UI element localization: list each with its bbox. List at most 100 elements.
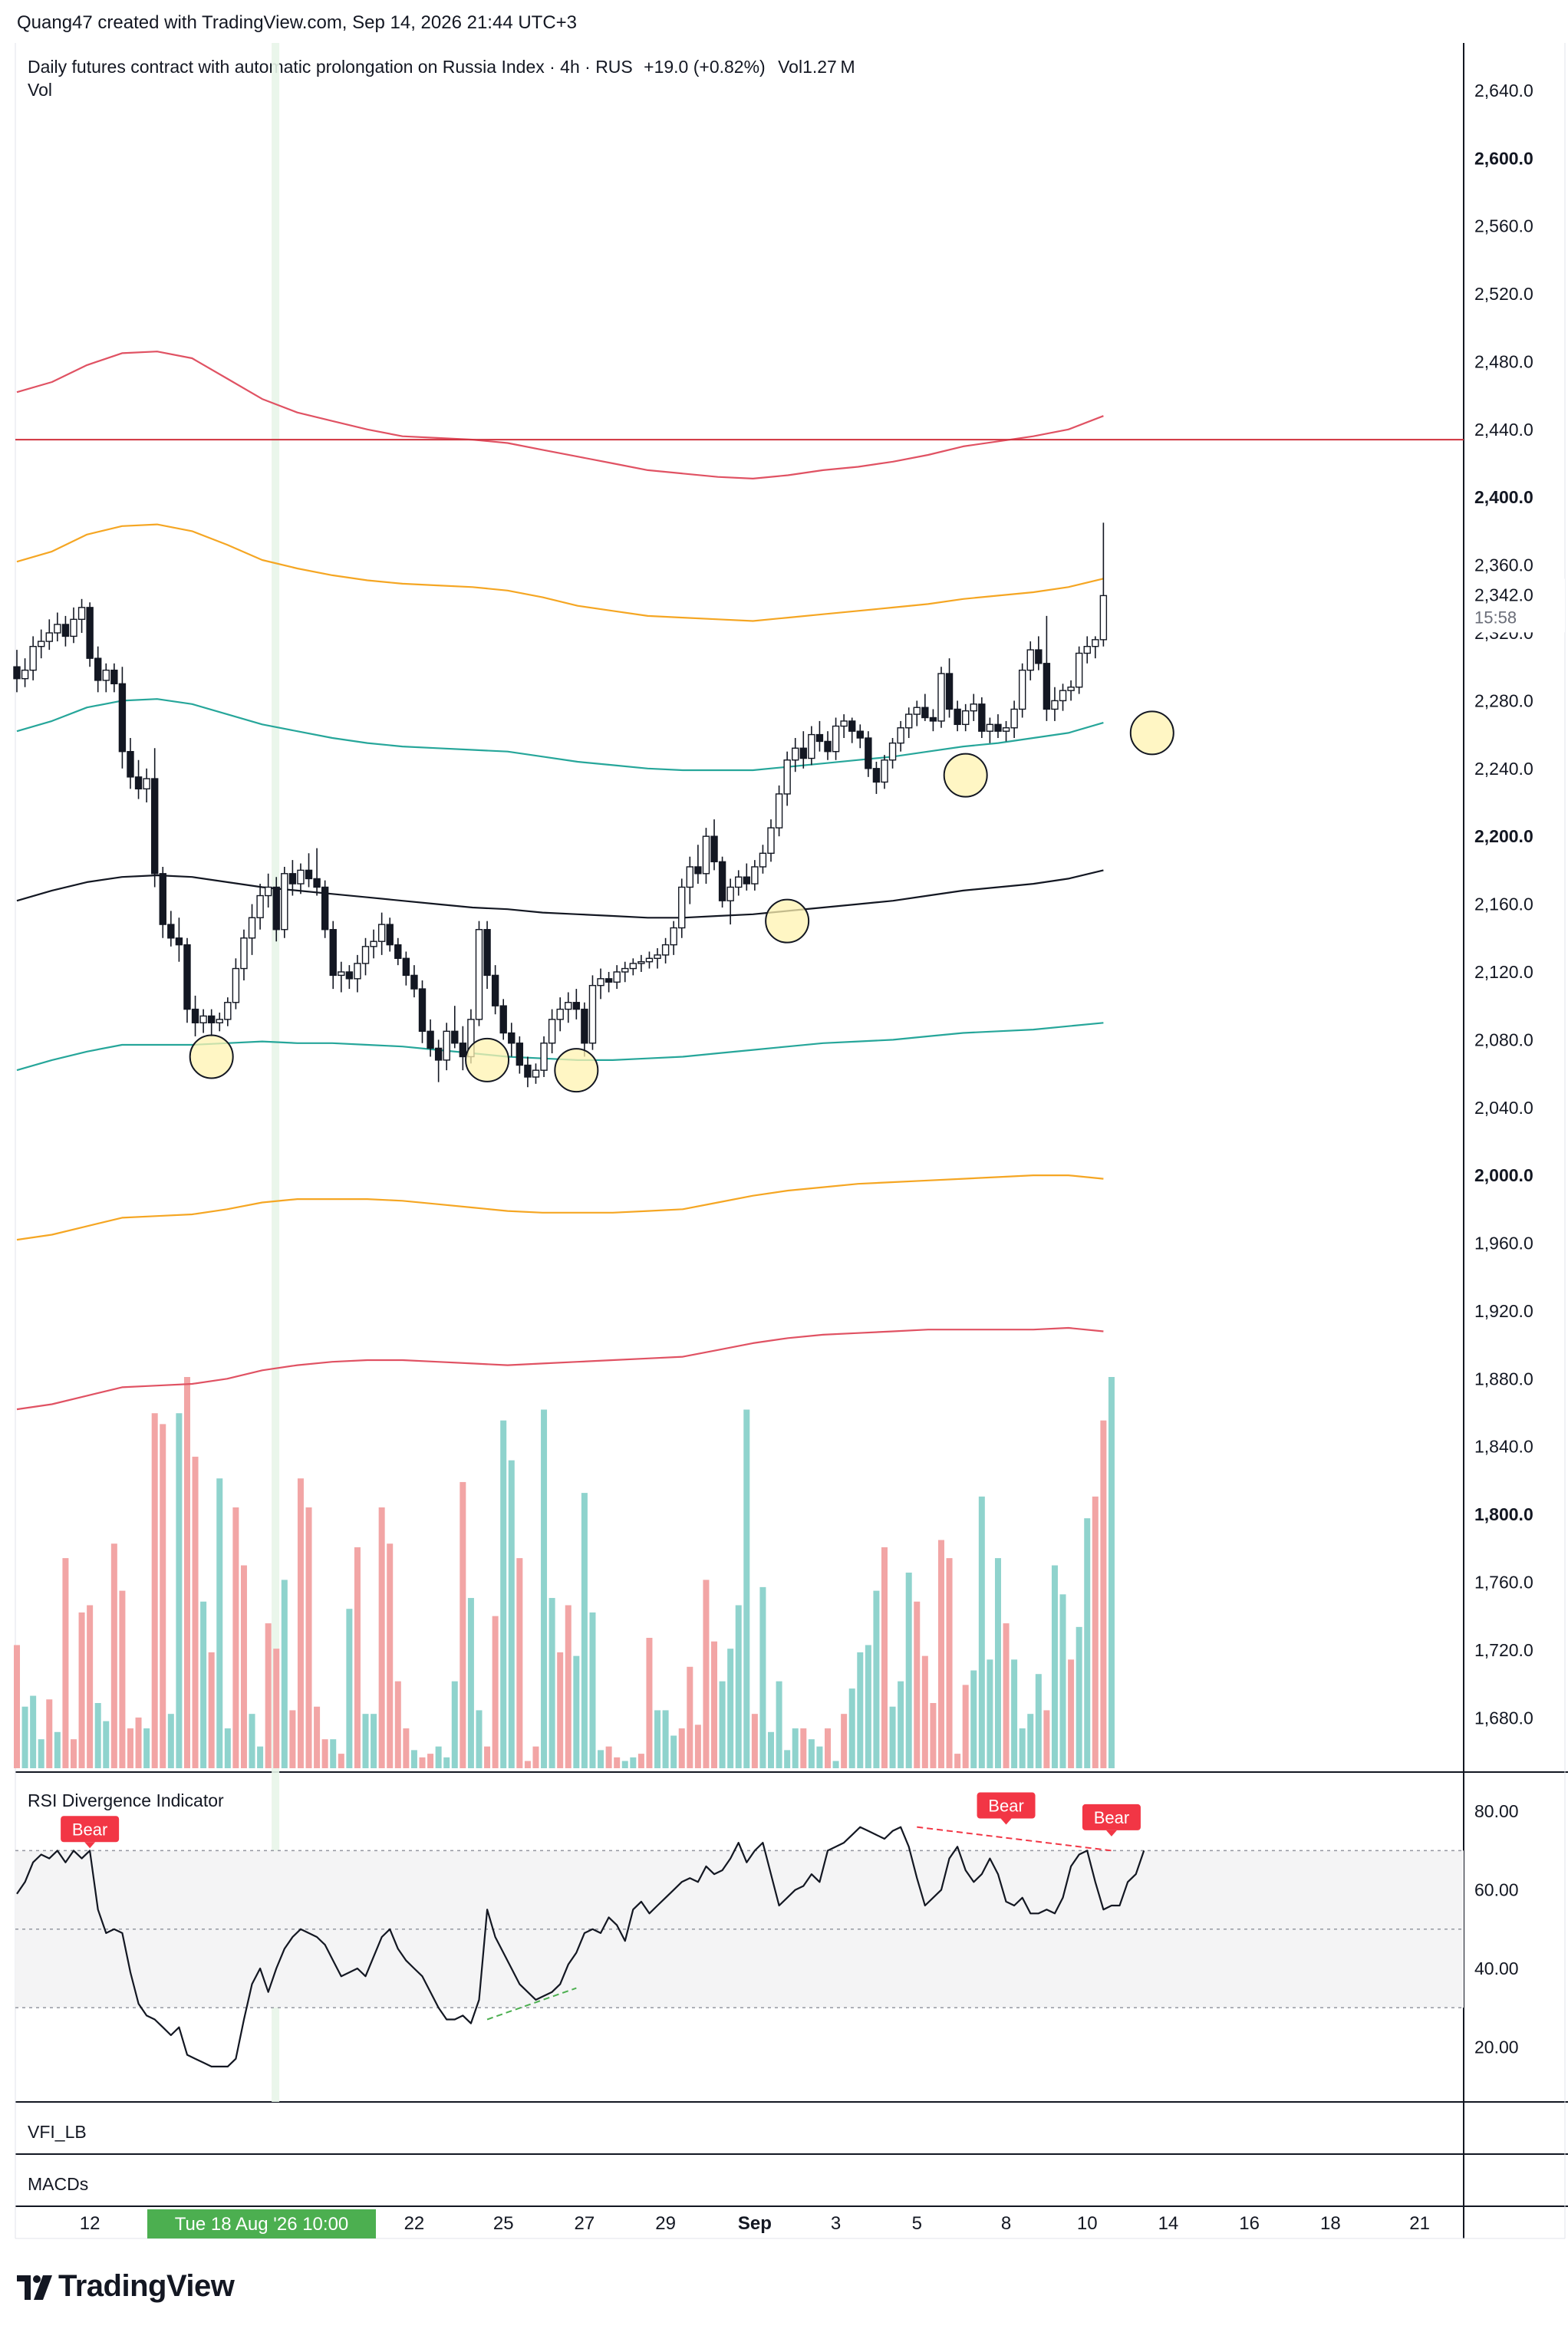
volume-bar (914, 1601, 921, 1768)
rsi-axis: 80.00 60.00 40.00 20.00 (1474, 1801, 1519, 2057)
volume-bars (14, 1377, 1115, 1768)
candle-body-up (281, 873, 288, 931)
candle-body-up (297, 869, 305, 884)
candle (264, 873, 272, 908)
volume-bar (573, 1655, 580, 1768)
highlight-circle (1129, 710, 1174, 756)
candle (127, 738, 134, 789)
tradingview-logo-icon[interactable] (15, 2269, 55, 2304)
candle (945, 658, 954, 718)
candle (783, 751, 791, 806)
volume-bar (727, 1649, 734, 1768)
volume-bar (605, 1746, 612, 1768)
rsi-pane-title[interactable]: RSI Divergence Indicator (28, 1790, 224, 1810)
candle (888, 738, 897, 769)
volume-bar (994, 1558, 1001, 1768)
candle (848, 717, 856, 743)
volume-bar (467, 1598, 474, 1768)
candle (459, 1026, 467, 1071)
candle (54, 612, 61, 642)
symbol-legend[interactable]: Daily futures contract with automatic pr… (28, 54, 855, 80)
volume-bar (435, 1746, 442, 1768)
candle-body-down (945, 673, 954, 710)
candle (840, 714, 848, 739)
candle (621, 961, 629, 983)
bear-label-bg (1082, 1804, 1141, 1830)
candle-body-up (1075, 652, 1083, 688)
candle-body-down (134, 776, 143, 790)
candle (240, 929, 248, 981)
candle-body-down (402, 957, 410, 977)
volume-bar (598, 1750, 604, 1768)
volume-bar (394, 1681, 401, 1768)
time-tick-label: 14 (1158, 2213, 1179, 2234)
candle (824, 731, 832, 760)
candle (288, 860, 297, 896)
candle (338, 961, 345, 993)
volume-bar (703, 1580, 710, 1768)
candle (937, 667, 945, 728)
volume-bar (160, 1424, 166, 1768)
candle (702, 828, 710, 884)
volume-bar (954, 1754, 961, 1768)
volume-bar (378, 1507, 385, 1768)
candle (913, 700, 921, 726)
price-tick-label: 1,920.0 (1474, 1301, 1533, 1321)
candle (954, 700, 961, 732)
volume-bar (832, 1761, 839, 1768)
volume-legend[interactable]: Vol (28, 80, 52, 100)
volume-bar (321, 1739, 328, 1768)
candle (670, 921, 677, 955)
candle-body-down (718, 861, 726, 901)
volume-bar (78, 1612, 85, 1768)
candle-body-up (726, 886, 734, 901)
candle-body-up (1026, 649, 1034, 671)
price-tick-label: 1,880.0 (1474, 1369, 1533, 1389)
price-tick-label: 1,760.0 (1474, 1573, 1533, 1593)
center-line (16, 869, 1104, 919)
candle-body-down (921, 707, 929, 719)
candle (986, 717, 994, 743)
bear-label-bg (977, 1792, 1036, 1819)
candle-body-down (410, 974, 418, 990)
candle-body-up (240, 937, 248, 970)
candle (604, 971, 613, 993)
candle-body-up (702, 835, 710, 875)
candle-body-down (483, 929, 491, 977)
candle (726, 878, 734, 925)
symbol-title[interactable]: Daily futures contract with automatic pr… (28, 57, 633, 77)
candle-body-up (792, 747, 799, 761)
volume-bar (208, 1652, 215, 1768)
candle-body-down (994, 723, 1002, 732)
candle (143, 768, 150, 802)
volume-bar (719, 1681, 726, 1768)
volume-bar (687, 1666, 693, 1768)
volume-bar (200, 1601, 207, 1768)
volume-bar (654, 1710, 661, 1768)
candle (597, 968, 604, 1000)
brand-name[interactable]: TradingView (58, 2269, 235, 2303)
candle (1051, 687, 1059, 721)
candle (224, 997, 232, 1026)
candle-body-up (759, 852, 767, 868)
candle-body-down (118, 683, 127, 753)
candle (970, 693, 977, 721)
volume-bar (103, 1721, 110, 1768)
candle-body-down (86, 607, 94, 659)
price-tick-label: 2,640.0 (1474, 81, 1533, 100)
macd-pane-title[interactable]: MACDs (28, 2174, 89, 2194)
vfi-pane-title[interactable]: VFI_LB (28, 2122, 87, 2142)
volume-bar (338, 1754, 344, 1768)
candle-body-down (856, 730, 864, 739)
candle (524, 1056, 532, 1088)
price-change: +19.0 (+0.82%) (644, 57, 766, 77)
volume-bar (662, 1710, 669, 1768)
volume-bar (1051, 1565, 1058, 1768)
rsi-band-fill (15, 1850, 1464, 2008)
price-tick-label: 2,280.0 (1474, 690, 1533, 710)
volume-bar (1019, 1728, 1026, 1768)
candle-body-up (532, 1069, 540, 1078)
candle-body-down (329, 929, 337, 977)
candle (556, 997, 564, 1032)
